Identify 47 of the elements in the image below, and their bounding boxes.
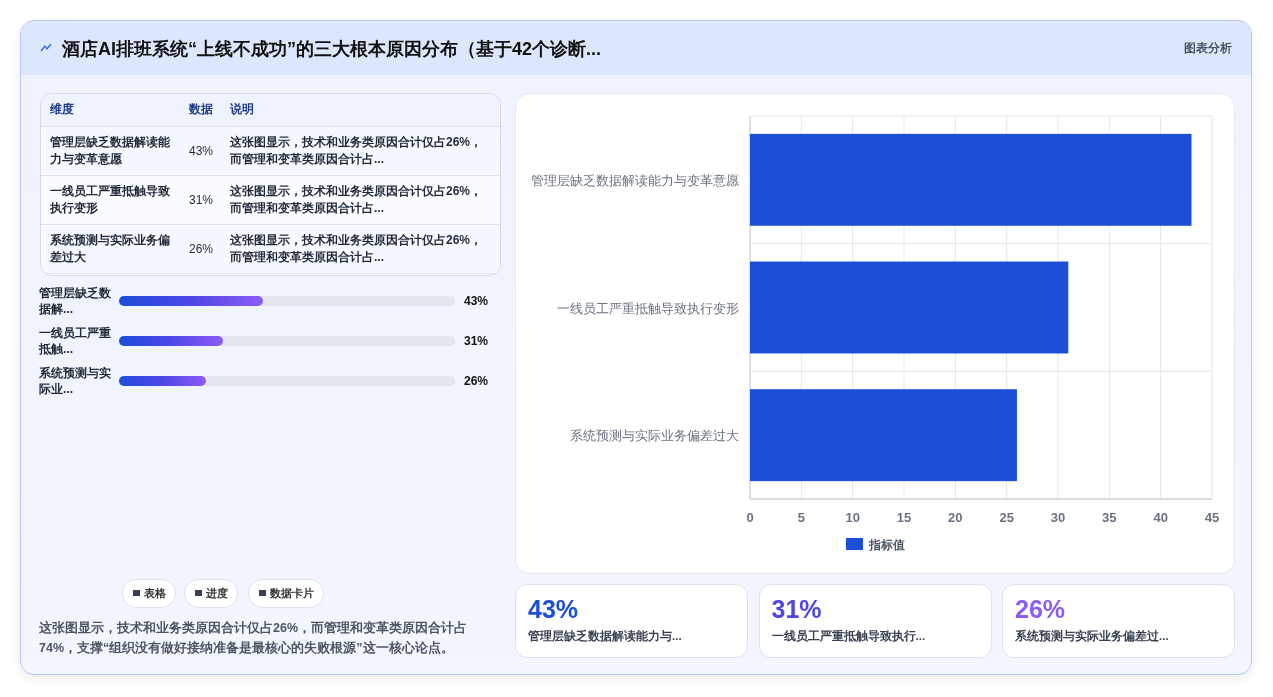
- text: 43%: [189, 143, 214, 158]
- data-label: 31%: [464, 334, 489, 348]
- category-label: 管理层缺乏数据解读能力与...: [528, 629, 682, 644]
- text: 43%: [528, 595, 579, 623]
- y-tick-label: 一线员工严重抵触导致执行变形: [557, 300, 739, 316]
- text: 数据: [180, 94, 221, 126]
- category-label: 一线员工严重抵触导致执行变形: [41, 175, 180, 224]
- text: 说明: [221, 94, 500, 126]
- x-tick-label: 20: [948, 510, 963, 525]
- text: 这张图显示，技术和业务类原因合计仅占26%，而管理和变革类原因合计占...: [221, 224, 500, 273]
- text: 酒店AI排班系统“上线不成功”的三大根本原因分布（基于42个诊断...: [62, 38, 602, 61]
- text: 26%: [1015, 595, 1066, 623]
- text: 维度: [41, 94, 180, 126]
- text: 数据卡片: [270, 587, 314, 599]
- text: 进度: [206, 587, 228, 599]
- category-label: 管理层缺乏数据解读能力与变革意愿: [41, 126, 180, 175]
- category-label: 系统预测与实际业务偏差过大: [41, 224, 180, 273]
- x-tick-label: 35: [1102, 510, 1117, 525]
- x-tick-label: 0: [746, 510, 754, 525]
- text: 这张图显示，技术和业务类原因合计仅占26%，而管理和变革类原因合计占...: [221, 126, 500, 175]
- category-label: 系统预测与实际业...: [39, 366, 111, 396]
- bar: [750, 389, 1017, 482]
- data-label: 43%: [464, 294, 489, 308]
- text: 这张图显示，技术和业务类原因合计仅占26%，而管理和变革类原因合计占...: [221, 175, 500, 224]
- y-tick-label: 系统预测与实际业务偏差过大: [570, 428, 739, 444]
- category-label: 系统预测与实际业务偏差过...: [1015, 629, 1169, 644]
- bar: [750, 133, 1192, 226]
- x-tick-label: 30: [1050, 510, 1066, 525]
- x-tick-label: 5: [797, 510, 805, 525]
- legend-label: 指标值: [868, 538, 905, 552]
- text: 31%: [771, 595, 822, 623]
- category-label: 一线员工严重抵触导致执行...: [771, 629, 926, 644]
- text: 26%: [189, 241, 214, 256]
- x-tick-label: 10: [845, 510, 860, 525]
- x-tick-label: 45: [1204, 510, 1220, 525]
- text: 这张图显示，技术和业务类原因合计仅占26%，而管理和变革类原因合计占74%，支撑“组织没有做好接纳准备是最核心的失败根源”这一核心论点。: [39, 620, 469, 657]
- y-tick-label: 管理层缺乏数据解读能力与变革意愿: [531, 172, 739, 188]
- category-label: 一线员工严重抵触...: [39, 326, 111, 356]
- x-tick-label: 15: [896, 510, 912, 525]
- x-tick-label: 25: [999, 510, 1014, 525]
- text: 表格: [144, 587, 166, 599]
- text: 图表分析: [1183, 40, 1232, 57]
- data-label: 26%: [464, 374, 489, 388]
- text: 31%: [189, 192, 214, 207]
- x-tick-label: 40: [1153, 510, 1168, 525]
- bar: [750, 261, 1069, 354]
- category-label: 管理层缺乏数据解...: [39, 286, 111, 316]
